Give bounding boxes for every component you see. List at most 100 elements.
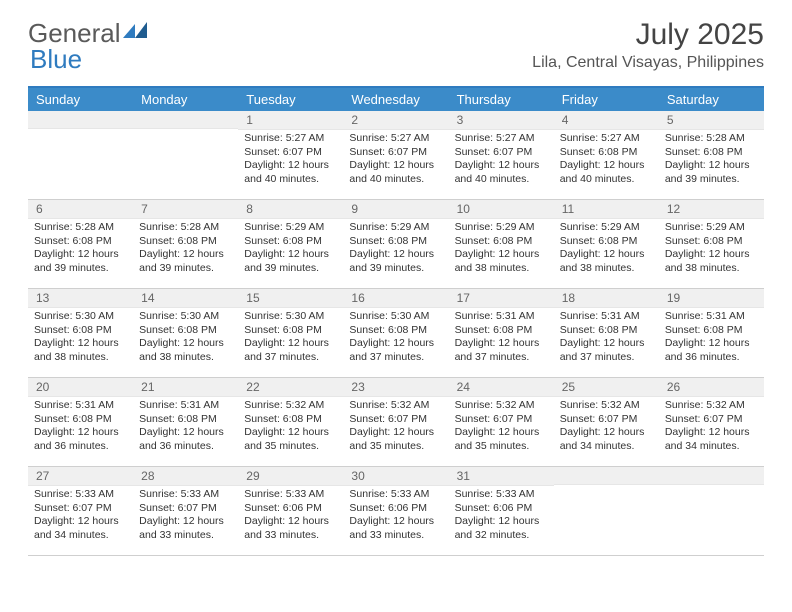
day-details: Sunrise: 5:31 AMSunset: 6:08 PMDaylight:… (28, 397, 133, 458)
day-details: Sunrise: 5:33 AMSunset: 6:06 PMDaylight:… (449, 486, 554, 547)
day-details: Sunrise: 5:29 AMSunset: 6:08 PMDaylight:… (659, 219, 764, 280)
day-details: Sunrise: 5:28 AMSunset: 6:08 PMDaylight:… (659, 130, 764, 191)
day-details: Sunrise: 5:28 AMSunset: 6:08 PMDaylight:… (133, 219, 238, 280)
day-number: 3 (449, 111, 554, 130)
calendar-cell: 5Sunrise: 5:28 AMSunset: 6:08 PMDaylight… (659, 111, 764, 199)
day-number: 14 (133, 289, 238, 308)
calendar-cell: 16Sunrise: 5:30 AMSunset: 6:08 PMDayligh… (343, 289, 448, 377)
day-number: 16 (343, 289, 448, 308)
day-header-cell: Thursday (449, 88, 554, 111)
calendar-cell: 29Sunrise: 5:33 AMSunset: 6:06 PMDayligh… (238, 467, 343, 555)
day-number: 11 (554, 200, 659, 219)
day-number (133, 111, 238, 129)
day-number: 24 (449, 378, 554, 397)
day-number: 1 (238, 111, 343, 130)
calendar-cell (659, 467, 764, 555)
day-header-cell: Monday (133, 88, 238, 111)
calendar-cell (133, 111, 238, 199)
header: General July 2025 Lila, Central Visayas,… (0, 0, 792, 80)
day-details: Sunrise: 5:32 AMSunset: 6:07 PMDaylight:… (554, 397, 659, 458)
day-details: Sunrise: 5:29 AMSunset: 6:08 PMDaylight:… (238, 219, 343, 280)
day-details: Sunrise: 5:27 AMSunset: 6:08 PMDaylight:… (554, 130, 659, 191)
day-number: 9 (343, 200, 448, 219)
day-details: Sunrise: 5:29 AMSunset: 6:08 PMDaylight:… (343, 219, 448, 280)
calendar-body: 1Sunrise: 5:27 AMSunset: 6:07 PMDaylight… (28, 111, 764, 556)
day-details: Sunrise: 5:31 AMSunset: 6:08 PMDaylight:… (133, 397, 238, 458)
calendar-week-row: 27Sunrise: 5:33 AMSunset: 6:07 PMDayligh… (28, 467, 764, 556)
day-details: Sunrise: 5:30 AMSunset: 6:08 PMDaylight:… (28, 308, 133, 369)
calendar-cell: 2Sunrise: 5:27 AMSunset: 6:07 PMDaylight… (343, 111, 448, 199)
day-number: 8 (238, 200, 343, 219)
day-number: 17 (449, 289, 554, 308)
day-details: Sunrise: 5:31 AMSunset: 6:08 PMDaylight:… (659, 308, 764, 369)
day-number: 12 (659, 200, 764, 219)
day-number (659, 467, 764, 485)
day-details: Sunrise: 5:30 AMSunset: 6:08 PMDaylight:… (133, 308, 238, 369)
day-number: 22 (238, 378, 343, 397)
day-details: Sunrise: 5:27 AMSunset: 6:07 PMDaylight:… (343, 130, 448, 191)
calendar-cell: 11Sunrise: 5:29 AMSunset: 6:08 PMDayligh… (554, 200, 659, 288)
day-details: Sunrise: 5:33 AMSunset: 6:06 PMDaylight:… (238, 486, 343, 547)
day-number (554, 467, 659, 485)
calendar-cell: 6Sunrise: 5:28 AMSunset: 6:08 PMDaylight… (28, 200, 133, 288)
day-header-row: SundayMondayTuesdayWednesdayThursdayFrid… (28, 88, 764, 111)
location-subtitle: Lila, Central Visayas, Philippines (532, 54, 764, 72)
day-number: 10 (449, 200, 554, 219)
calendar-cell: 23Sunrise: 5:32 AMSunset: 6:07 PMDayligh… (343, 378, 448, 466)
day-details: Sunrise: 5:32 AMSunset: 6:07 PMDaylight:… (343, 397, 448, 458)
calendar-cell: 12Sunrise: 5:29 AMSunset: 6:08 PMDayligh… (659, 200, 764, 288)
day-details: Sunrise: 5:27 AMSunset: 6:07 PMDaylight:… (449, 130, 554, 191)
logo-mark-icon (123, 16, 149, 47)
day-details: Sunrise: 5:31 AMSunset: 6:08 PMDaylight:… (449, 308, 554, 369)
day-number: 6 (28, 200, 133, 219)
day-number: 2 (343, 111, 448, 130)
logo-text-blue: Blue (30, 44, 82, 75)
day-number: 25 (554, 378, 659, 397)
calendar-week-row: 6Sunrise: 5:28 AMSunset: 6:08 PMDaylight… (28, 200, 764, 289)
day-details: Sunrise: 5:32 AMSunset: 6:07 PMDaylight:… (449, 397, 554, 458)
title-block: July 2025 Lila, Central Visayas, Philipp… (532, 18, 764, 72)
calendar-cell: 28Sunrise: 5:33 AMSunset: 6:07 PMDayligh… (133, 467, 238, 555)
day-details: Sunrise: 5:28 AMSunset: 6:08 PMDaylight:… (28, 219, 133, 280)
day-number: 31 (449, 467, 554, 486)
day-details: Sunrise: 5:33 AMSunset: 6:07 PMDaylight:… (28, 486, 133, 547)
calendar-cell: 15Sunrise: 5:30 AMSunset: 6:08 PMDayligh… (238, 289, 343, 377)
day-number: 21 (133, 378, 238, 397)
day-details: Sunrise: 5:33 AMSunset: 6:07 PMDaylight:… (133, 486, 238, 547)
calendar-cell: 4Sunrise: 5:27 AMSunset: 6:08 PMDaylight… (554, 111, 659, 199)
calendar-cell: 24Sunrise: 5:32 AMSunset: 6:07 PMDayligh… (449, 378, 554, 466)
day-header-cell: Tuesday (238, 88, 343, 111)
calendar-cell (28, 111, 133, 199)
day-number: 4 (554, 111, 659, 130)
calendar-cell: 9Sunrise: 5:29 AMSunset: 6:08 PMDaylight… (343, 200, 448, 288)
month-title: July 2025 (532, 18, 764, 52)
calendar-cell (554, 467, 659, 555)
calendar-cell: 26Sunrise: 5:32 AMSunset: 6:07 PMDayligh… (659, 378, 764, 466)
day-header-cell: Friday (554, 88, 659, 111)
day-details: Sunrise: 5:30 AMSunset: 6:08 PMDaylight:… (343, 308, 448, 369)
day-number: 19 (659, 289, 764, 308)
day-details: Sunrise: 5:33 AMSunset: 6:06 PMDaylight:… (343, 486, 448, 547)
calendar-cell: 21Sunrise: 5:31 AMSunset: 6:08 PMDayligh… (133, 378, 238, 466)
day-details: Sunrise: 5:31 AMSunset: 6:08 PMDaylight:… (554, 308, 659, 369)
calendar-week-row: 20Sunrise: 5:31 AMSunset: 6:08 PMDayligh… (28, 378, 764, 467)
calendar-cell: 17Sunrise: 5:31 AMSunset: 6:08 PMDayligh… (449, 289, 554, 377)
day-number: 7 (133, 200, 238, 219)
day-details: Sunrise: 5:27 AMSunset: 6:07 PMDaylight:… (238, 130, 343, 191)
day-header-cell: Sunday (28, 88, 133, 111)
day-header-cell: Wednesday (343, 88, 448, 111)
day-number: 30 (343, 467, 448, 486)
day-number: 28 (133, 467, 238, 486)
calendar-cell: 27Sunrise: 5:33 AMSunset: 6:07 PMDayligh… (28, 467, 133, 555)
day-number: 29 (238, 467, 343, 486)
calendar-cell: 14Sunrise: 5:30 AMSunset: 6:08 PMDayligh… (133, 289, 238, 377)
day-header-cell: Saturday (659, 88, 764, 111)
day-details: Sunrise: 5:29 AMSunset: 6:08 PMDaylight:… (449, 219, 554, 280)
day-number: 5 (659, 111, 764, 130)
calendar-cell: 30Sunrise: 5:33 AMSunset: 6:06 PMDayligh… (343, 467, 448, 555)
day-details: Sunrise: 5:32 AMSunset: 6:07 PMDaylight:… (659, 397, 764, 458)
calendar-cell: 25Sunrise: 5:32 AMSunset: 6:07 PMDayligh… (554, 378, 659, 466)
calendar-cell: 3Sunrise: 5:27 AMSunset: 6:07 PMDaylight… (449, 111, 554, 199)
calendar-cell: 7Sunrise: 5:28 AMSunset: 6:08 PMDaylight… (133, 200, 238, 288)
calendar-cell: 18Sunrise: 5:31 AMSunset: 6:08 PMDayligh… (554, 289, 659, 377)
